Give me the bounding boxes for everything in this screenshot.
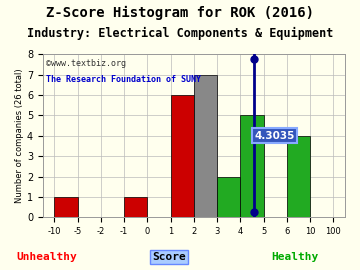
Text: Healthy: Healthy <box>271 252 319 262</box>
Bar <box>287 136 310 217</box>
Bar <box>124 197 147 217</box>
Bar <box>217 177 240 217</box>
Bar <box>194 75 217 217</box>
Bar <box>54 197 78 217</box>
Bar <box>171 95 194 217</box>
Text: Unhealthy: Unhealthy <box>17 252 77 262</box>
Text: The Research Foundation of SUNY: The Research Foundation of SUNY <box>46 75 201 84</box>
Text: Score: Score <box>152 252 186 262</box>
Text: Z-Score Histogram for ROK (2016): Z-Score Histogram for ROK (2016) <box>46 5 314 19</box>
Text: Industry: Electrical Components & Equipment: Industry: Electrical Components & Equipm… <box>27 27 333 40</box>
Y-axis label: Number of companies (26 total): Number of companies (26 total) <box>15 68 24 203</box>
Bar <box>240 115 264 217</box>
Text: 4.3035: 4.3035 <box>254 131 295 141</box>
Text: ©www.textbiz.org: ©www.textbiz.org <box>46 59 126 68</box>
